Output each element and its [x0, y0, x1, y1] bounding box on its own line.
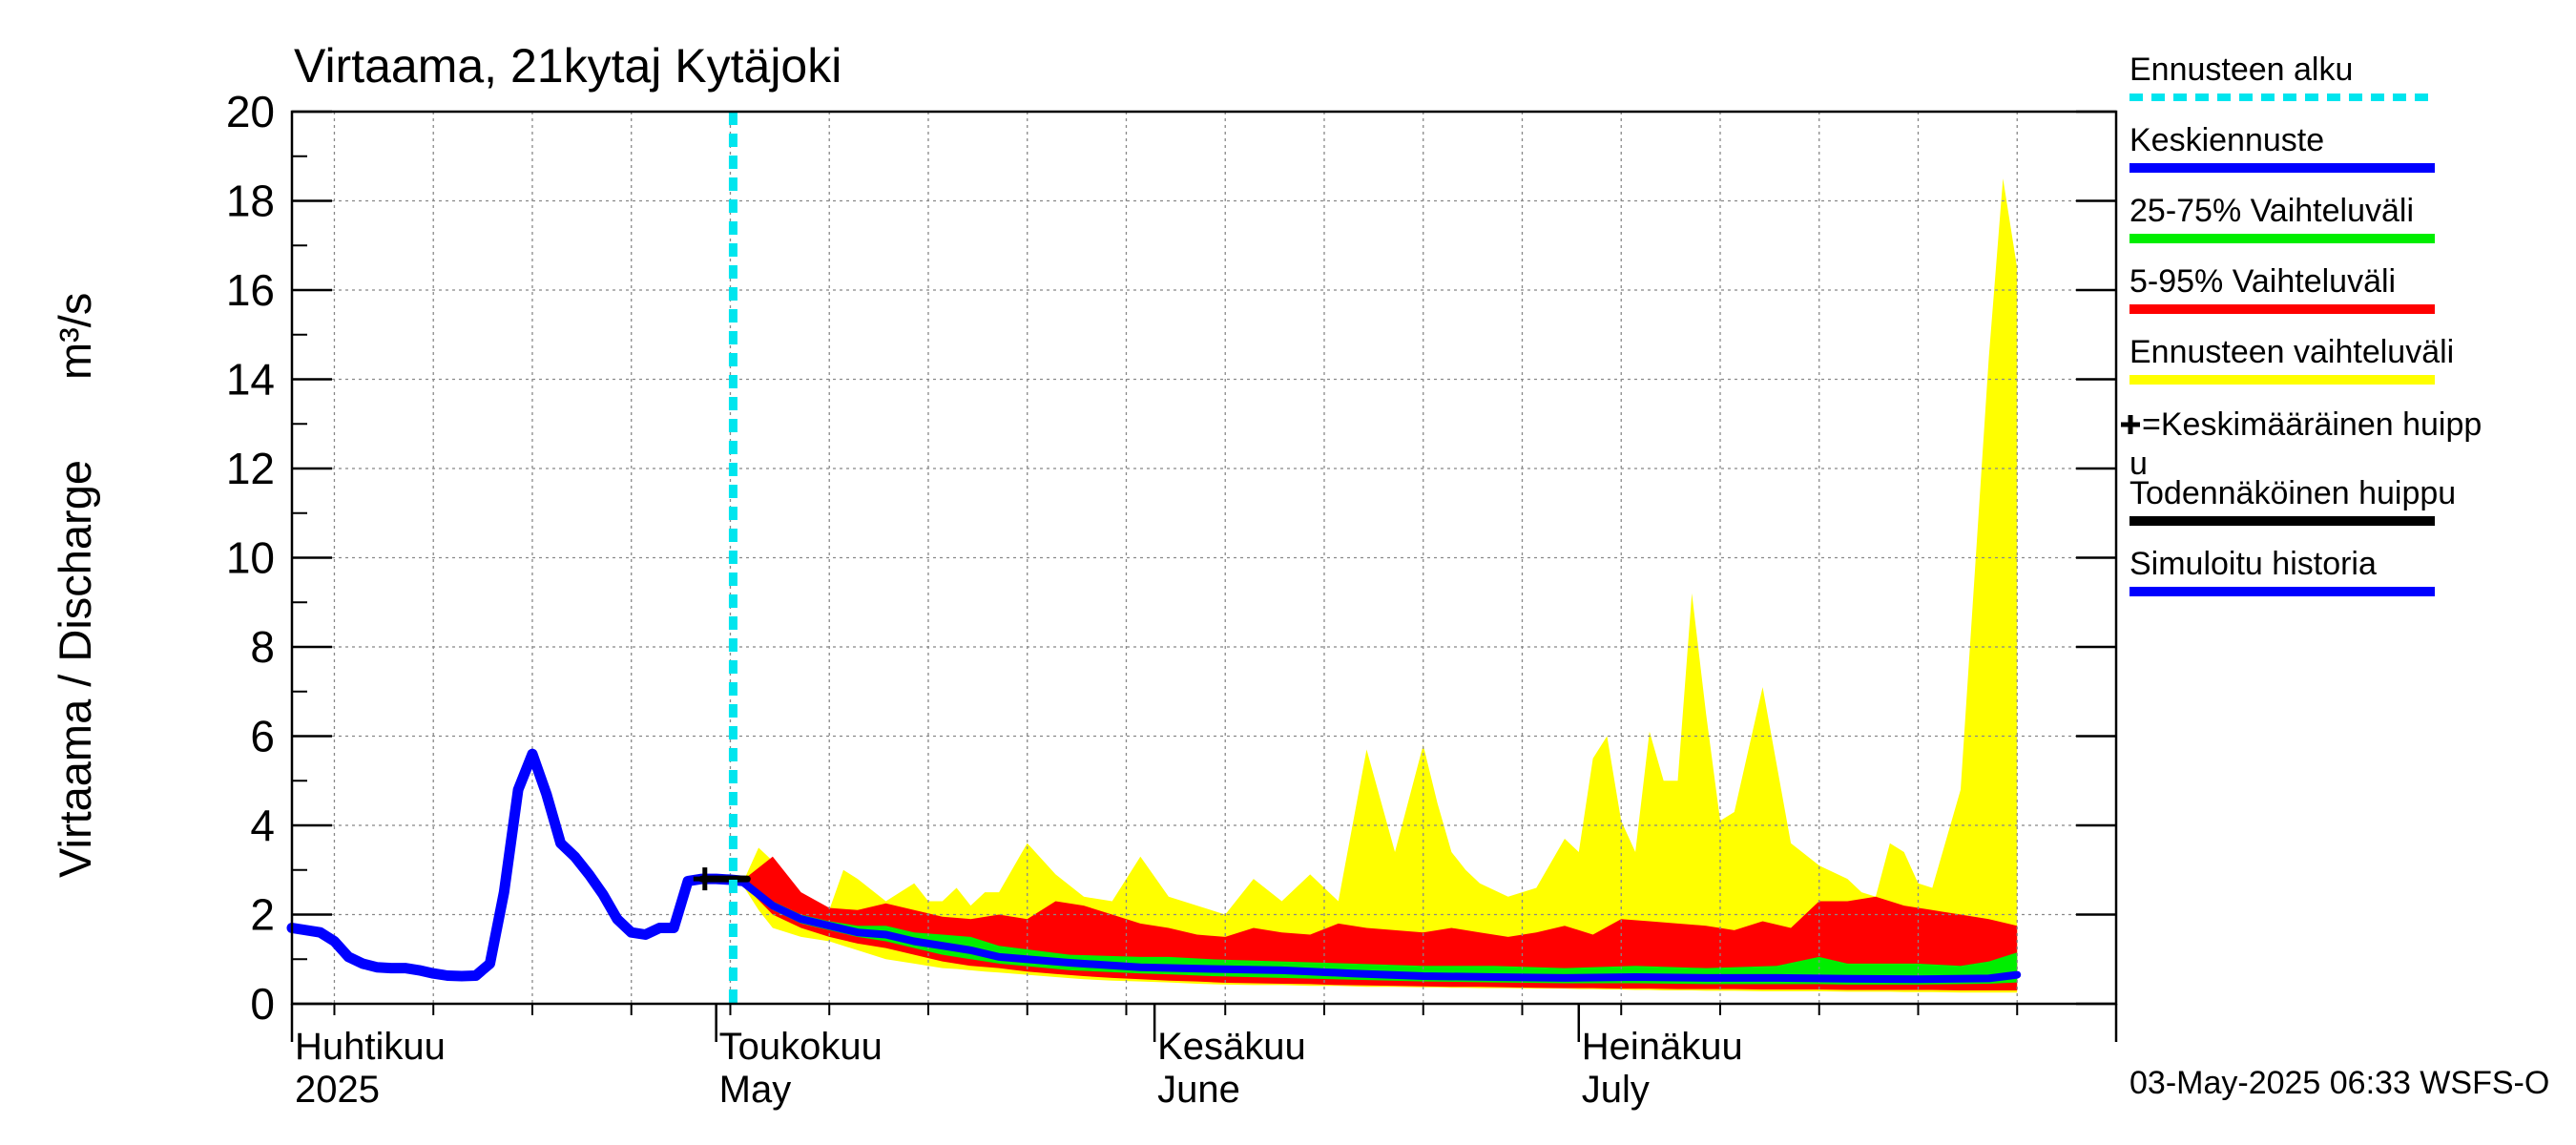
- legend-label-wrap: u: [2129, 446, 2148, 482]
- x-month-label-en: 2025: [295, 1069, 380, 1111]
- legend-label: =Keskimääräinen huipp: [2142, 406, 2482, 443]
- y-tick-label: 0: [250, 979, 275, 1029]
- x-month-label-en: May: [719, 1069, 792, 1111]
- legend-label: Ennusteen vaihteluväli: [2129, 334, 2454, 370]
- x-month-label-en: July: [1582, 1069, 1650, 1111]
- y-tick-label: 16: [226, 265, 275, 315]
- timestamp-label: 03-May-2025 06:33 WSFS-O: [2129, 1065, 2549, 1101]
- legend-label: Todennäköinen huippu: [2129, 475, 2456, 511]
- grid-lines: [292, 112, 2116, 1004]
- y-tick-label: 2: [250, 890, 275, 940]
- y-tick-label: 20: [226, 87, 275, 136]
- y-axis-unit: m³/s: [50, 293, 100, 380]
- line-simulated-history: [286, 748, 750, 982]
- band-forecast-range: [744, 178, 2018, 993]
- x-month-label-fi: Toukokuu: [719, 1026, 883, 1068]
- x-month-label-en: June: [1157, 1069, 1240, 1111]
- legend-label: Keskiennuste: [2129, 122, 2324, 158]
- y-tick-label: 12: [226, 444, 275, 493]
- legend: Ennusteen alku Keskiennuste 25-75% Vaihtel…: [2121, 52, 2482, 596]
- series-lines: [286, 112, 2022, 1004]
- legend-label: Simuloitu historia: [2129, 546, 2377, 582]
- legend-label: 5-95% Vaihteluväli: [2129, 263, 2396, 300]
- y-tick-label: 4: [250, 801, 275, 850]
- x-month-label-fi: Huhtikuu: [295, 1026, 446, 1068]
- legend-label: 25-75% Vaihteluväli: [2129, 193, 2414, 229]
- y-tick-label: 8: [250, 622, 275, 672]
- y-tick-label: 6: [250, 712, 275, 761]
- x-month-label-fi: Heinäkuu: [1582, 1026, 1743, 1068]
- x-month-label-fi: Kesäkuu: [1157, 1026, 1306, 1068]
- y-axis-label: Virtaama / Discharge: [50, 460, 100, 878]
- legend-label: Ennusteen alku: [2129, 52, 2353, 88]
- chart-title: Virtaama, 21kytaj Kytäjoki: [294, 39, 841, 93]
- y-tick-label: 18: [226, 177, 275, 226]
- y-tick-label: 10: [226, 533, 275, 583]
- line-mean-forecast: [740, 879, 2022, 984]
- y-tick-label: 14: [226, 355, 275, 405]
